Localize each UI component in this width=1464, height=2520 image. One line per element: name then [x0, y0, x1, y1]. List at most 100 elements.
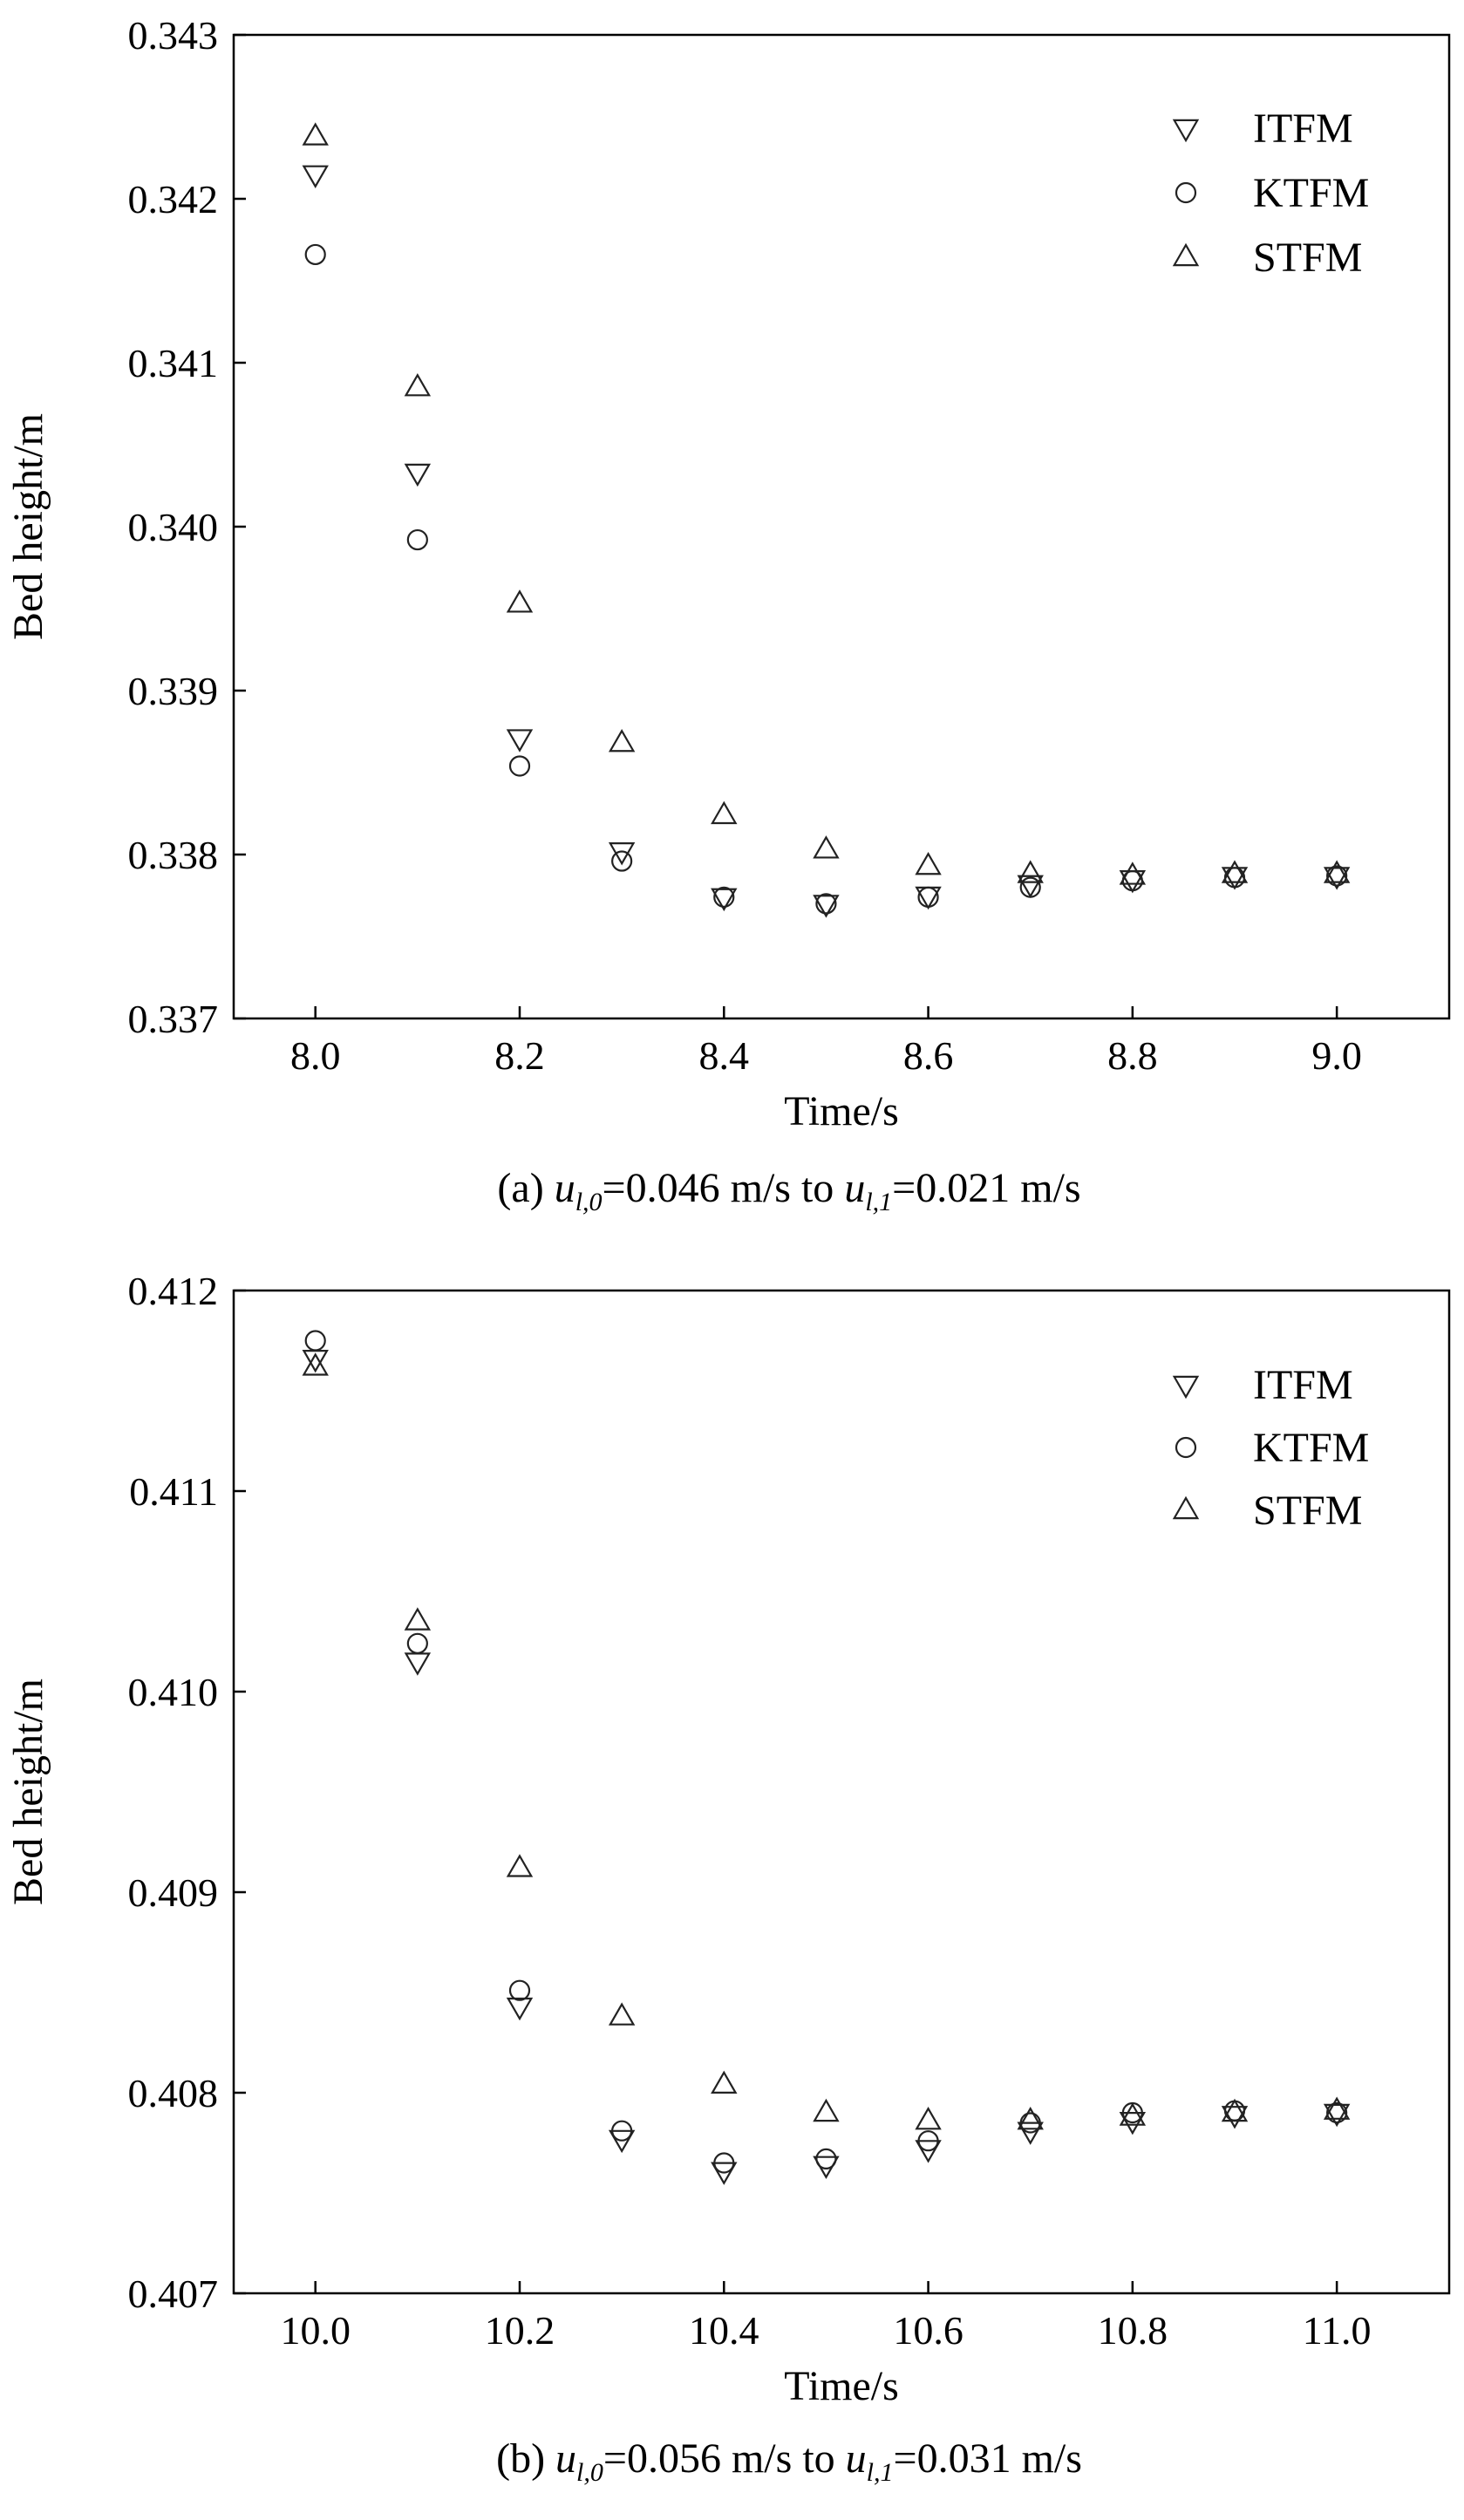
data-point-ktfm — [815, 893, 837, 915]
data-point-ktfm — [406, 1632, 428, 1654]
y-tick-label: 0.342 — [128, 177, 219, 221]
series-itfm — [302, 165, 1351, 918]
data-point-stfm — [915, 851, 942, 875]
y-tick-label: 0.338 — [128, 833, 219, 877]
data-point-stfm — [404, 372, 432, 397]
data-point-itfm — [711, 888, 738, 912]
x-tick-label: 8.8 — [1107, 1033, 1158, 1078]
data-point-itfm — [1017, 2122, 1044, 2145]
data-point-stfm — [1119, 862, 1147, 885]
data-point-stfm — [608, 2002, 636, 2026]
data-point-stfm — [302, 122, 329, 146]
x-tick-label: 10.8 — [1098, 2308, 1168, 2353]
data-point-ktfm — [1019, 2112, 1041, 2134]
y-tick-label: 0.407 — [128, 2271, 219, 2316]
data-point-ktfm — [611, 850, 633, 872]
y-tick-label: 0.410 — [128, 1670, 219, 1714]
y-tick-label: 0.343 — [128, 13, 219, 58]
series-ktfm — [304, 243, 1348, 915]
chart-panel-a: 8.0 8.2 8.4 8.6 8.8 9.0 0.337 0.338 0.339 0.340 0.… — [5, 13, 1451, 1216]
data-point-stfm — [813, 835, 840, 859]
data-point-stfm — [1221, 860, 1249, 883]
x-axis-title: Time/s — [784, 2363, 899, 2409]
y-tick-label: 0.341 — [128, 341, 219, 385]
x-tick-label: 10.4 — [689, 2308, 759, 2353]
x-tick-label: 8.2 — [494, 1033, 545, 1078]
data-point-ktfm — [611, 2120, 633, 2142]
series-itfm — [302, 1349, 1351, 2185]
y-tick-label: 0.408 — [128, 2071, 219, 2115]
data-point-itfm — [506, 1997, 534, 2021]
data-point-stfm — [915, 2106, 942, 2130]
data-point-itfm — [302, 165, 329, 189]
data-point-ktfm — [304, 243, 326, 266]
x-tick-label: 10.0 — [280, 2308, 351, 2353]
data-point-stfm — [813, 2098, 840, 2122]
data-point-itfm — [711, 2162, 738, 2185]
data-point-ktfm — [815, 2148, 837, 2169]
legend-marker-ktfm — [1175, 1436, 1197, 1459]
data-point-ktfm — [508, 755, 531, 777]
x-tick-label: 10.2 — [485, 2308, 555, 2353]
data-point-stfm — [711, 2070, 738, 2094]
x-tick-label: 8.4 — [699, 1033, 750, 1078]
data-point-ktfm — [1019, 876, 1041, 898]
data-point-stfm — [302, 1352, 329, 1376]
data-point-stfm — [1323, 860, 1351, 883]
data-point-itfm — [813, 895, 840, 918]
y-tick-label: 0.340 — [128, 505, 219, 549]
data-point-itfm — [1119, 2112, 1147, 2135]
data-point-stfm — [711, 800, 738, 825]
data-point-stfm — [1221, 2098, 1249, 2122]
data-point-ktfm — [508, 1979, 531, 2001]
series-stfm — [302, 1352, 1351, 2130]
data-point-itfm — [404, 463, 432, 487]
figure-caption: (b) ul,0=0.056 m/s to ul,1=0.031 m/s — [496, 2435, 1082, 2487]
legend-marker-stfm — [1172, 242, 1200, 267]
data-point-ktfm — [406, 528, 428, 551]
data-point-itfm — [915, 2140, 942, 2163]
data-point-ktfm — [917, 886, 939, 908]
data-point-ktfm — [713, 2152, 735, 2174]
data-point-stfm — [1017, 860, 1044, 883]
data-point-ktfm — [1326, 865, 1348, 887]
x-tick-label: 11.0 — [1303, 2308, 1372, 2353]
data-point-stfm — [608, 728, 636, 753]
legend-label-stfm: STFM — [1253, 1488, 1362, 1534]
data-point-itfm — [1221, 2106, 1249, 2129]
data-point-stfm — [1119, 2102, 1147, 2126]
legend-label-itfm: ITFM — [1253, 1362, 1353, 1408]
data-point-itfm — [608, 2129, 636, 2154]
legend: ITFM KTFM STFM — [1172, 106, 1369, 281]
data-point-itfm — [404, 1652, 432, 1676]
legend-marker-itfm — [1172, 119, 1200, 143]
data-point-stfm — [506, 1854, 534, 1877]
legend-marker-ktfm — [1175, 181, 1197, 204]
legend-marker-itfm — [1172, 1375, 1200, 1400]
y-tick-label: 0.412 — [128, 1269, 219, 1313]
data-point-itfm — [813, 2156, 840, 2180]
y-tick-label: 0.409 — [128, 1870, 219, 1915]
plot-frame — [232, 1289, 1451, 2295]
data-point-stfm — [506, 589, 534, 613]
data-point-stfm — [404, 1607, 432, 1631]
chart-panel-b: 10.0 10.2 10.4 10.6 10.8 11.0 0.407 0.408 0.409 0… — [5, 1269, 1451, 2487]
x-axis-title: Time/s — [784, 1088, 899, 1134]
data-point-itfm — [608, 842, 636, 866]
x-tick-label: 10.6 — [893, 2308, 964, 2353]
data-point-stfm — [1017, 2106, 1044, 2130]
x-tick-label: 8.0 — [290, 1033, 341, 1078]
legend-label-stfm: STFM — [1253, 235, 1362, 281]
data-point-ktfm — [1326, 2101, 1348, 2124]
data-point-ktfm — [917, 2130, 939, 2152]
data-point-itfm — [1323, 867, 1351, 890]
y-tick-label: 0.339 — [128, 669, 219, 713]
y-axis-title: Bed height/m — [5, 413, 51, 640]
data-point-itfm — [1323, 2103, 1351, 2128]
data-point-itfm — [506, 729, 534, 753]
y-tick-label: 0.337 — [128, 997, 219, 1041]
data-point-ktfm — [304, 1330, 326, 1352]
series-stfm — [302, 122, 1351, 885]
legend-marker-stfm — [1172, 1495, 1200, 1520]
